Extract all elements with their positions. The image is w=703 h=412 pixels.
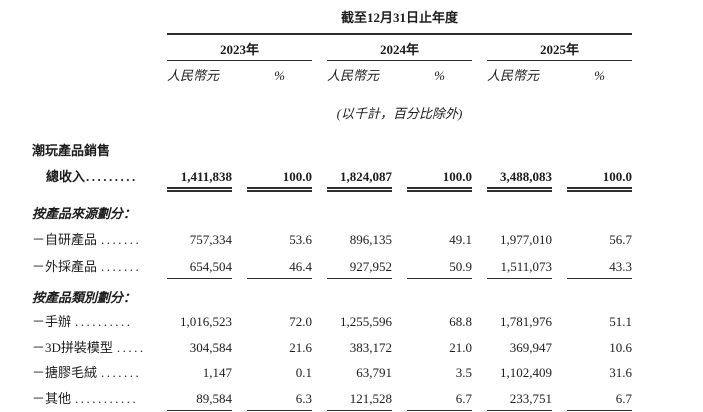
value-2025-pct: 56.7 bbox=[609, 232, 632, 247]
value-2024-rmb: 383,172 bbox=[349, 340, 392, 355]
dot-leader: ..... bbox=[116, 340, 146, 355]
table-row-externally-sourced: －外採產品....... 654,504 46.4 927,952 50.9 1… bbox=[32, 259, 632, 279]
value-2024-rmb: 63,791 bbox=[356, 365, 392, 380]
value-2025-rmb: 1,977,010 bbox=[500, 232, 552, 247]
value-2023-rmb: 654,504 bbox=[167, 259, 232, 279]
section-label: 潮玩產品銷售 bbox=[32, 143, 111, 158]
table-row-self-developed: －自研產品....... 757,334 53.6 896,135 49.1 1… bbox=[32, 232, 632, 248]
section-label: 按產品類別劃分： bbox=[32, 290, 137, 305]
value-2025-pct: 51.1 bbox=[609, 314, 632, 329]
row-label-text: －3D拼裝模型 bbox=[32, 340, 113, 355]
value-2025-rmb: 1,102,409 bbox=[500, 365, 552, 380]
dot-leader: ....... bbox=[101, 259, 142, 274]
value-2023-rmb: 757,334 bbox=[189, 232, 232, 247]
section-label: 按產品來源劃分： bbox=[32, 206, 137, 221]
value-2023-pct: 100.0 bbox=[247, 169, 312, 192]
units-note: (以千計，百分比除外) bbox=[336, 106, 463, 121]
period-header: 截至12月31日止年度 bbox=[167, 10, 632, 35]
value-2023-pct: 21.6 bbox=[289, 340, 312, 355]
value-2025-rmb: 3,488,083 bbox=[487, 169, 552, 192]
value-2025-rmb: 233,751 bbox=[487, 391, 552, 411]
row-label-text: －其他 bbox=[32, 391, 72, 406]
value-2025-rmb: 369,947 bbox=[509, 340, 552, 355]
value-2025-pct: 43.3 bbox=[567, 259, 632, 279]
spacer bbox=[32, 10, 152, 35]
value-2025-pct: 100.0 bbox=[567, 169, 632, 192]
value-2023-pct: 0.1 bbox=[295, 365, 312, 380]
table-period-header-row: 截至12月31日止年度 bbox=[32, 10, 632, 35]
table-row-others: －其他........... 89,584 6.3 121,528 6.7 23… bbox=[32, 391, 632, 411]
dot-leader: .......... bbox=[75, 314, 133, 329]
row-label: 總收入......... bbox=[32, 169, 152, 192]
row-label: －其他........... bbox=[32, 391, 152, 411]
currency-header-2025: 人民幣元 bbox=[487, 68, 540, 83]
value-2024-pct: 3.5 bbox=[455, 365, 472, 380]
table-year-header-row: 2023年 2024年 2025年 bbox=[32, 35, 632, 61]
row-label-text: －手辦 bbox=[32, 314, 72, 329]
value-2025-pct: 10.6 bbox=[609, 340, 632, 355]
value-2023-pct: 53.6 bbox=[289, 232, 312, 247]
value-2023-rmb: 1,016,523 bbox=[180, 314, 232, 329]
value-2023-rmb: 1,411,838 bbox=[167, 169, 232, 192]
table-row-figures: －手辦.......... 1,016,523 72.0 1,255,596 6… bbox=[32, 314, 632, 330]
row-label-text: －自研產品 bbox=[32, 232, 98, 247]
value-2024-pct: 100.0 bbox=[407, 169, 472, 192]
year-header-2024: 2024年 bbox=[327, 35, 472, 61]
value-2024-pct: 6.7 bbox=[407, 391, 472, 411]
spacer bbox=[32, 35, 152, 61]
value-2025-pct: 31.6 bbox=[609, 365, 632, 380]
spacer bbox=[32, 84, 152, 122]
table-row-vinyl-plush: －搪膠毛絨....... 1,147 0.1 63,791 3.5 1,102,… bbox=[32, 365, 632, 381]
dot-leader: ....... bbox=[101, 365, 142, 380]
spacer bbox=[32, 61, 152, 84]
currency-header-2023: 人民幣元 bbox=[167, 68, 220, 83]
value-2024-rmb: 927,952 bbox=[327, 259, 392, 279]
value-2025-rmb: 1,511,073 bbox=[487, 259, 552, 279]
value-2025-rmb: 1,781,976 bbox=[500, 314, 552, 329]
dot-leader: ........... bbox=[75, 391, 139, 406]
year-header-2025: 2025年 bbox=[487, 35, 632, 61]
value-2023-rmb: 1,147 bbox=[202, 365, 232, 380]
dot-leader: ....... bbox=[101, 232, 142, 247]
percent-header-2023: % bbox=[274, 68, 285, 83]
value-2025-pct: 6.7 bbox=[567, 391, 632, 411]
value-2023-pct: 6.3 bbox=[247, 391, 312, 411]
row-label-text: 總收入 bbox=[46, 169, 86, 184]
year-header-2023: 2023年 bbox=[167, 35, 312, 61]
percent-header-2024: % bbox=[434, 68, 445, 83]
table-row-3d-assembly-models: －3D拼裝模型..... 304,584 21.6 383,172 21.0 3… bbox=[32, 340, 632, 356]
value-2024-pct: 49.1 bbox=[449, 232, 472, 247]
percent-header-2025: % bbox=[594, 68, 605, 83]
value-2024-rmb: 121,528 bbox=[327, 391, 392, 411]
table-row-total-revenue: 總收入......... 1,411,838 100.0 1,824,087 1… bbox=[32, 169, 632, 192]
dot-leader: ......... bbox=[86, 169, 138, 184]
value-2024-pct: 21.0 bbox=[449, 340, 472, 355]
row-label: －3D拼裝模型..... bbox=[32, 340, 152, 356]
value-2024-pct: 50.9 bbox=[407, 259, 472, 279]
value-2024-pct: 68.8 bbox=[449, 314, 472, 329]
row-label: －搪膠毛絨....... bbox=[32, 365, 152, 381]
value-2024-rmb: 1,824,087 bbox=[327, 169, 392, 192]
table-note-row: (以千計，百分比除外) bbox=[32, 84, 632, 122]
section-row-toy-product-sales: 潮玩產品銷售 bbox=[32, 143, 632, 159]
row-label-text: －外採產品 bbox=[32, 259, 98, 274]
table-unit-header-row: 人民幣元 % 人民幣元 % 人民幣元 % bbox=[32, 61, 632, 84]
section-row-by-product-category: 按產品類別劃分： bbox=[32, 290, 632, 306]
value-2023-pct: 72.0 bbox=[289, 314, 312, 329]
value-2023-rmb: 304,584 bbox=[189, 340, 232, 355]
row-label: －外採產品....... bbox=[32, 259, 152, 279]
value-2023-pct: 46.4 bbox=[247, 259, 312, 279]
row-label: －手辦.......... bbox=[32, 314, 152, 330]
currency-header-2024: 人民幣元 bbox=[327, 68, 380, 83]
section-row-by-product-source: 按產品來源劃分： bbox=[32, 206, 632, 222]
value-2024-rmb: 1,255,596 bbox=[340, 314, 392, 329]
row-label-text: －搪膠毛絨 bbox=[32, 365, 98, 380]
value-2023-rmb: 89,584 bbox=[167, 391, 232, 411]
value-2024-rmb: 896,135 bbox=[349, 232, 392, 247]
row-label: －自研產品....... bbox=[32, 232, 152, 248]
